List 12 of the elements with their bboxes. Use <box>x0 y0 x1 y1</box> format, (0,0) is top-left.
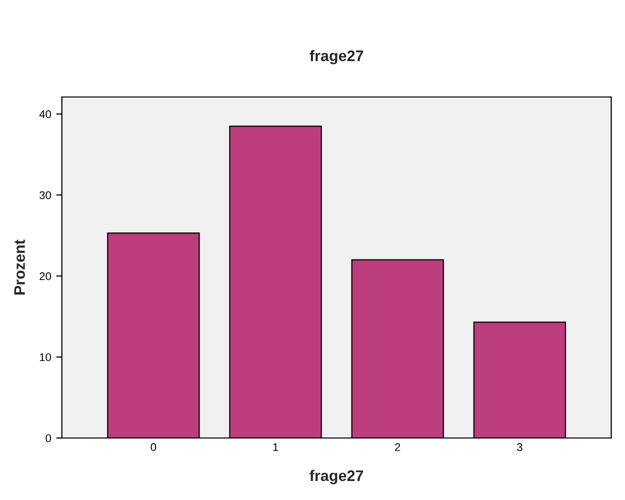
x-tick-label: 3 <box>517 443 522 452</box>
y-axis-title: Prozent <box>14 240 25 294</box>
y-tick-label: 10 <box>40 353 52 362</box>
x-tick-label: 0 <box>150 443 156 452</box>
y-tick-label: 0 <box>46 434 52 442</box>
y-tick-label: 30 <box>40 191 52 200</box>
x-axis-title: frage27 <box>310 470 364 484</box>
x-tick-label: 2 <box>395 443 400 451</box>
chart-title: frage27 <box>310 50 364 64</box>
y-tick-label: 20 <box>40 272 52 280</box>
y-tick-label: 40 <box>39 110 52 118</box>
x-tick-label: 1 <box>273 443 278 451</box>
